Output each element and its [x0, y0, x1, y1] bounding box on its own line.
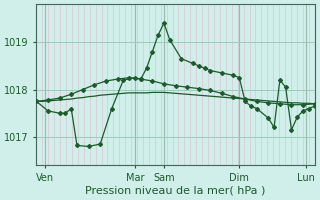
X-axis label: Pression niveau de la mer( hPa ): Pression niveau de la mer( hPa ): [85, 186, 266, 196]
